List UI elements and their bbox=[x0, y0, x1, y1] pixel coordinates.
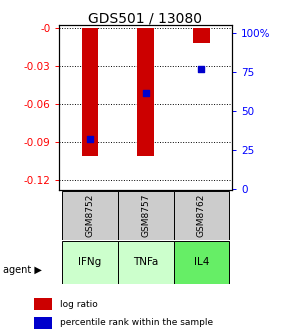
Text: GDS501 / 13080: GDS501 / 13080 bbox=[88, 12, 202, 26]
Bar bbox=[118, 191, 173, 240]
Bar bbox=[62, 241, 118, 284]
Point bbox=[199, 67, 204, 72]
Text: GSM8757: GSM8757 bbox=[141, 194, 150, 237]
Text: TNFa: TNFa bbox=[133, 257, 158, 267]
Bar bbox=[137, 28, 154, 156]
Text: GSM8762: GSM8762 bbox=[197, 194, 206, 237]
Text: agent ▶: agent ▶ bbox=[3, 265, 42, 276]
Text: IFNg: IFNg bbox=[78, 257, 102, 267]
Bar bbox=[82, 28, 98, 156]
Bar bbox=[34, 317, 52, 329]
Bar bbox=[193, 28, 210, 43]
Text: GSM8752: GSM8752 bbox=[86, 194, 95, 237]
Point bbox=[88, 136, 93, 142]
Point bbox=[143, 90, 148, 95]
Bar bbox=[62, 191, 118, 240]
Bar bbox=[34, 298, 52, 310]
Bar bbox=[173, 191, 229, 240]
Text: log ratio: log ratio bbox=[60, 300, 97, 309]
Bar bbox=[118, 241, 173, 284]
Text: percentile rank within the sample: percentile rank within the sample bbox=[60, 318, 213, 327]
Text: IL4: IL4 bbox=[194, 257, 209, 267]
Bar bbox=[173, 241, 229, 284]
